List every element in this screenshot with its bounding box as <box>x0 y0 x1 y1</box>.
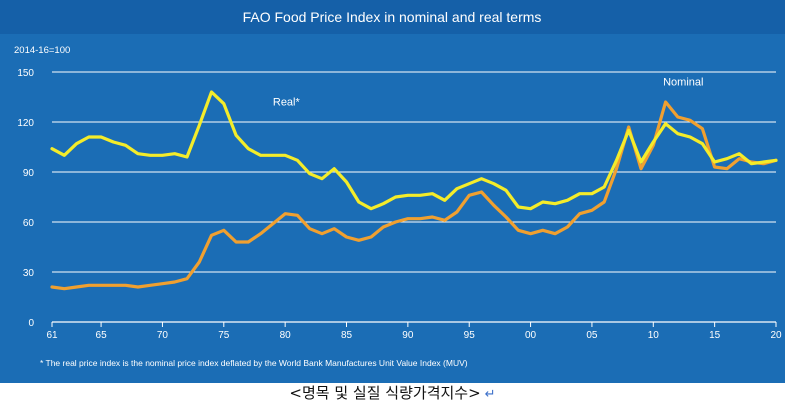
title-bar <box>0 0 785 34</box>
x-tick-label: 15 <box>709 330 721 341</box>
series-line-real <box>50 90 778 211</box>
series-label-nominal: Nominal <box>663 76 703 88</box>
x-tick-label: 90 <box>402 330 414 341</box>
x-tick-label: 80 <box>280 330 292 341</box>
x-axis: 61 65 70 75 80 85 90 95 00 05 10 15 20 <box>46 322 782 341</box>
y-tick-label: 150 <box>17 68 34 79</box>
chart-title: FAO Food Price Index in nominal and real… <box>243 9 542 25</box>
series-label-real: Real* <box>273 96 301 108</box>
series-layer: Nominal Real* <box>50 76 778 291</box>
y-tick-label: 30 <box>23 268 35 279</box>
return-symbol: ↵ <box>484 387 496 402</box>
chart-background <box>0 0 785 383</box>
x-tick-label: 61 <box>46 330 58 341</box>
y-tick-label: 60 <box>23 218 35 229</box>
x-tick-label: 65 <box>96 330 108 341</box>
chart-figure: FAO Food Price Index in nominal and real… <box>0 0 785 383</box>
figure-caption: <명목 및 실질 식량가격지수> ↵ <box>0 382 785 405</box>
footnote: * The real price index is the nominal pr… <box>40 358 468 368</box>
x-tick-label: 00 <box>525 330 537 341</box>
x-tick-label: 70 <box>157 330 169 341</box>
grid-lines <box>52 71 776 323</box>
x-tick-label: 95 <box>464 330 476 341</box>
x-tick-label: 10 <box>648 330 660 341</box>
x-tick-label: 85 <box>341 330 353 341</box>
x-tick-label: 05 <box>586 330 598 341</box>
y-tick-label: 90 <box>23 168 35 179</box>
y-tick-label: 0 <box>28 318 34 329</box>
unit-label: 2014-16=100 <box>14 45 70 56</box>
y-axis: 0 30 60 90 120 150 <box>17 68 34 329</box>
caption-text: <명목 및 실질 식량가격지수> <box>289 384 481 402</box>
chart-svg: FAO Food Price Index in nominal and real… <box>0 0 785 383</box>
x-tick-label: 75 <box>218 330 230 341</box>
y-tick-label: 120 <box>17 118 34 129</box>
x-tick-label: 20 <box>770 330 782 341</box>
